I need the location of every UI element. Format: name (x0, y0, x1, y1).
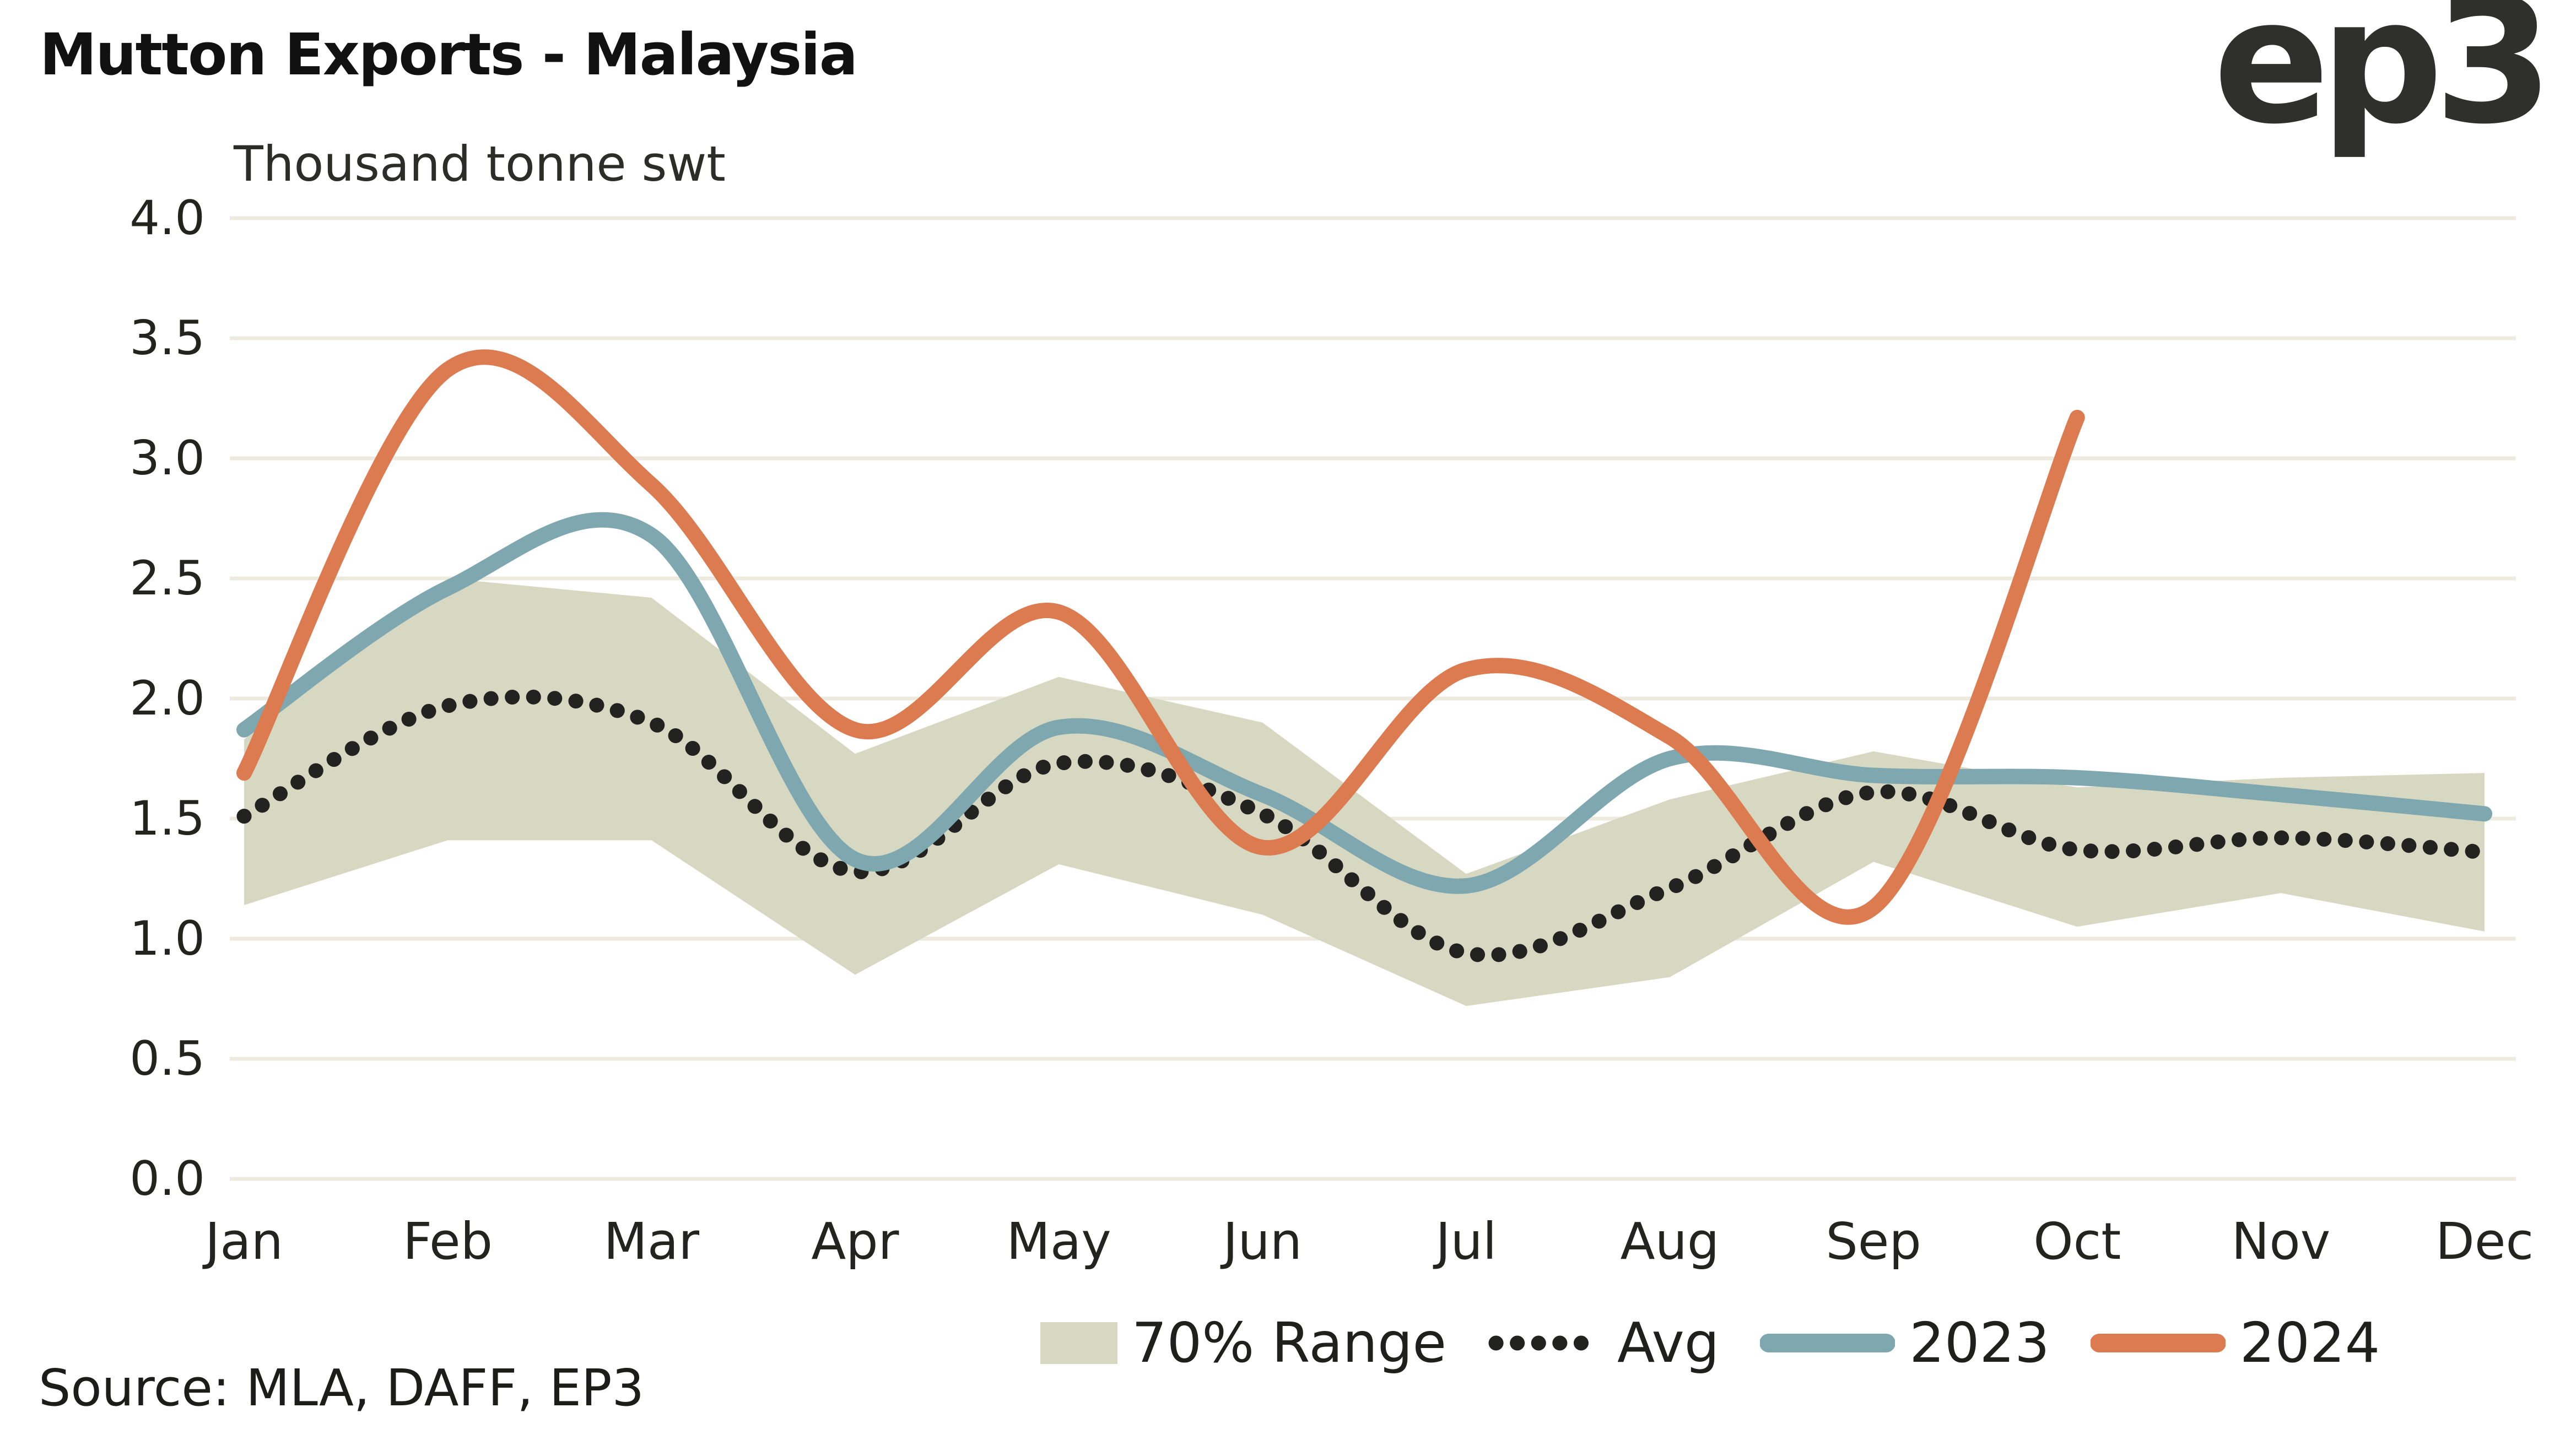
x-tick-label-apr: Apr (811, 1212, 899, 1271)
y-tick-label-1.5: 1.5 (129, 791, 205, 846)
legend-swatch-2023 (1760, 1334, 1895, 1352)
y-tick-label-0.0: 0.0 (129, 1151, 205, 1206)
source-note: Source: MLA, DAFF, EP3 (39, 1358, 645, 1417)
y-tick-label-2.5: 2.5 (129, 551, 205, 606)
x-tick-label-aug: Aug (1620, 1212, 1720, 1271)
x-tick-label-feb: Feb (403, 1212, 493, 1271)
y-tick-label-1.0: 1.0 (129, 911, 205, 966)
ep3-logo: ep3 (2213, 0, 2553, 162)
x-tick-label-jul: Jul (1435, 1212, 1497, 1271)
legend-item-avg: Avg (1487, 1316, 1719, 1371)
y-tick-label-4.0: 4.0 (129, 191, 205, 246)
series-2023-line (236, 512, 2493, 894)
legend-label: 2024 (2239, 1311, 2380, 1375)
legend: 70% Range Avg 2023 2024 (1040, 1316, 2380, 1371)
series-avg-dotted-line (236, 689, 2492, 963)
legend-label: 70% Range (1132, 1311, 1446, 1375)
legend-label: 2023 (1909, 1311, 2050, 1375)
series-lines (236, 349, 2493, 1006)
y-tick-label-3.5: 3.5 (129, 311, 205, 366)
legend-item-2023: 2023 (1760, 1316, 2050, 1371)
legend-label: Avg (1617, 1311, 1720, 1375)
x-tick-label-sep: Sep (1826, 1212, 1921, 1271)
band-swatch-rect (1040, 1322, 1117, 1364)
x-tick-label-oct: Oct (2033, 1212, 2121, 1271)
x-tick-label-jan: Jan (205, 1212, 283, 1271)
y-axis-units-label: Thousand tonne swt (234, 136, 726, 192)
x-tick-label-may: May (1006, 1212, 1111, 1271)
legend-item-70-range: 70% Range (1040, 1316, 1446, 1371)
legend-item-2024: 2024 (2090, 1311, 2380, 1375)
y-tick-label-2.0: 2.0 (129, 671, 205, 726)
y-tick-label-3.0: 3.0 (129, 431, 205, 486)
series-70-range-band (244, 578, 2485, 1006)
x-tick-label-dec: Dec (2435, 1212, 2534, 1271)
x-tick-label-nov: Nov (2231, 1212, 2331, 1271)
legend-swatch-2024 (2090, 1334, 2226, 1352)
x-tick-label-mar: Mar (603, 1212, 700, 1271)
x-tick-label-jun: Jun (1223, 1212, 1303, 1271)
gridlines (230, 216, 2516, 1181)
y-tick-label-0.5: 0.5 (129, 1031, 205, 1086)
page-title: Mutton Exports - Malaysia (40, 21, 858, 88)
legend-swatch-band (1040, 1322, 1117, 1364)
series-2024-line (236, 349, 2085, 925)
legend-swatch-avg-dotted (1488, 1335, 1603, 1351)
